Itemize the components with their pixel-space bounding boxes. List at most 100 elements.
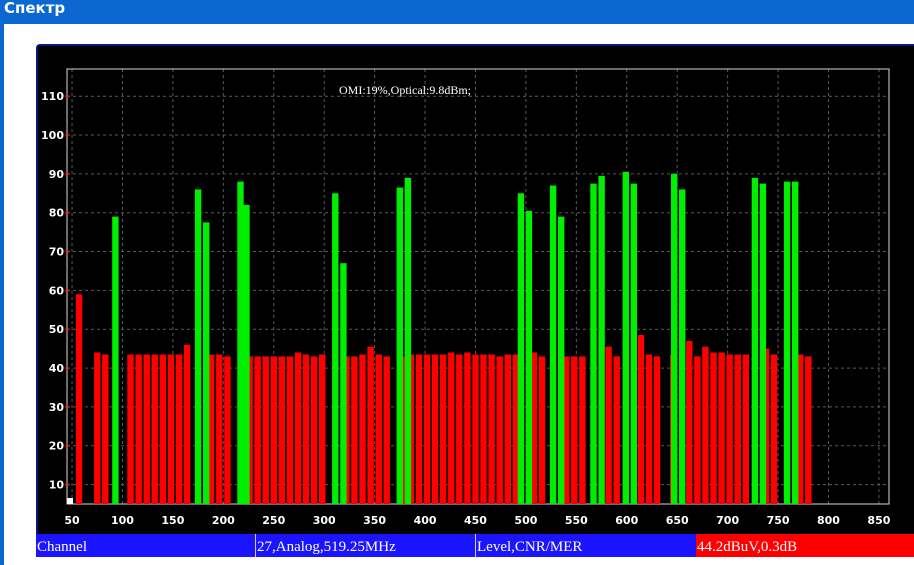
digital-channel-bar	[332, 193, 339, 505]
analog-channel-bar	[496, 356, 503, 504]
digital-channel-bar	[783, 181, 791, 504]
y-tick-marker	[65, 288, 69, 292]
window-titlebar: Спектр	[0, 0, 914, 24]
y-tick-marker	[65, 327, 69, 331]
y-tick-label: 80	[49, 207, 65, 220]
analog-channel-bar	[512, 354, 519, 504]
y-tick-label: 10	[49, 479, 65, 492]
y-tick-label: 110	[41, 90, 64, 103]
analog-channel-bar	[742, 354, 749, 504]
digital-channel-bar	[396, 187, 403, 504]
chart-annotation: OMI:19%,Optical:9.8dBm;	[339, 83, 471, 97]
analog-channel-bar	[734, 354, 741, 504]
analog-channel-bar	[135, 354, 142, 504]
digital-channel-bar	[671, 173, 678, 504]
analog-channel-bar	[538, 356, 546, 504]
y-tick-marker	[65, 211, 69, 215]
x-tick-label: 600	[615, 514, 638, 527]
analog-channel-bar	[75, 294, 83, 504]
status-channel-label: Channel	[36, 534, 256, 557]
y-tick-label: 40	[49, 362, 65, 375]
x-tick-label: 400	[414, 514, 437, 527]
digital-channel-bar	[549, 185, 557, 504]
x-tick-label: 200	[212, 514, 235, 527]
analog-channel-bar	[167, 354, 175, 504]
analog-channel-bar	[718, 352, 725, 504]
analog-channel-bar	[262, 356, 269, 504]
y-tick-marker	[65, 405, 69, 409]
analog-channel-bar	[216, 354, 223, 504]
analog-channel-bar	[605, 346, 612, 504]
x-tick-label: 300	[313, 514, 336, 527]
analog-channel-bar	[694, 356, 701, 504]
digital-channel-bar	[340, 263, 347, 504]
analog-channel-bar	[175, 354, 183, 504]
analog-channel-bar	[351, 356, 358, 504]
digital-channel-bar	[590, 183, 597, 504]
y-tick-label: 100	[41, 129, 64, 142]
y-tick-label: 50	[49, 323, 65, 336]
digital-channel-bar	[558, 216, 565, 504]
analog-channel-bar	[563, 356, 570, 504]
analog-channel-bar	[151, 354, 158, 504]
y-tick-label: 60	[49, 284, 65, 297]
x-tick-label: 450	[464, 514, 487, 527]
analog-channel-bar	[183, 344, 191, 504]
analog-channel-bar	[579, 356, 586, 504]
analog-channel-bar	[726, 354, 733, 504]
status-measure-value: 44.2dBuV,0.3dB	[696, 534, 914, 557]
analog-channel-bar	[270, 356, 277, 504]
analog-channel-bar	[488, 354, 495, 504]
analog-channel-bar	[770, 354, 778, 504]
analog-channel-bar	[431, 354, 439, 504]
analog-channel-bar	[805, 356, 812, 504]
analog-channel-bar	[571, 356, 578, 504]
analog-channel-bar	[278, 356, 285, 504]
analog-channel-bar	[310, 356, 318, 504]
analog-channel-bar	[710, 352, 717, 504]
x-tick-label: 700	[716, 514, 739, 527]
analog-channel-bar	[448, 352, 455, 504]
x-tick-label: 850	[867, 514, 890, 527]
analog-channel-bar	[480, 354, 487, 504]
y-tick-label: 30	[49, 401, 65, 414]
x-tick-label: 350	[363, 514, 386, 527]
y-tick-marker	[65, 482, 69, 487]
analog-channel-bar	[440, 354, 447, 504]
status-channel-value: 27,Analog,519.25MHz	[256, 534, 476, 557]
digital-channel-bar	[112, 216, 119, 504]
digital-channel-bar	[679, 189, 686, 504]
digital-channel-bar	[203, 222, 210, 504]
x-tick-label: 100	[111, 514, 134, 527]
window-title: Спектр	[4, 0, 66, 17]
digital-channel-bar	[404, 177, 412, 505]
digital-channel-bar	[525, 210, 533, 505]
analog-channel-bar	[423, 354, 431, 504]
channel-cursor-marker	[67, 498, 74, 504]
analog-channel-bar	[102, 354, 109, 504]
y-tick-marker	[65, 366, 69, 370]
y-tick-marker	[65, 249, 69, 254]
analog-channel-bar	[94, 352, 101, 504]
analog-channel-bar	[159, 354, 166, 504]
analog-channel-bar	[686, 340, 693, 504]
x-tick-label: 800	[817, 514, 840, 527]
status-bar: Channel 27,Analog,519.25MHz Level,CNR/ME…	[36, 534, 914, 557]
analog-channel-bar	[359, 354, 366, 504]
x-tick-label: 250	[262, 514, 285, 527]
analog-channel-bar	[286, 356, 294, 504]
analog-channel-bar	[224, 356, 231, 504]
digital-channel-bar	[194, 189, 202, 504]
x-tick-label: 500	[514, 514, 537, 527]
digital-channel-bar	[237, 181, 244, 504]
y-tick-marker	[65, 133, 69, 137]
analog-channel-bar	[464, 352, 471, 504]
analog-channel-bar	[383, 356, 390, 504]
analog-channel-bar	[653, 356, 661, 504]
digital-channel-bar	[751, 177, 759, 505]
analog-channel-bar	[254, 356, 261, 504]
y-tick-marker	[65, 94, 69, 98]
y-tick-marker	[65, 172, 69, 176]
analog-channel-bar	[613, 356, 620, 504]
